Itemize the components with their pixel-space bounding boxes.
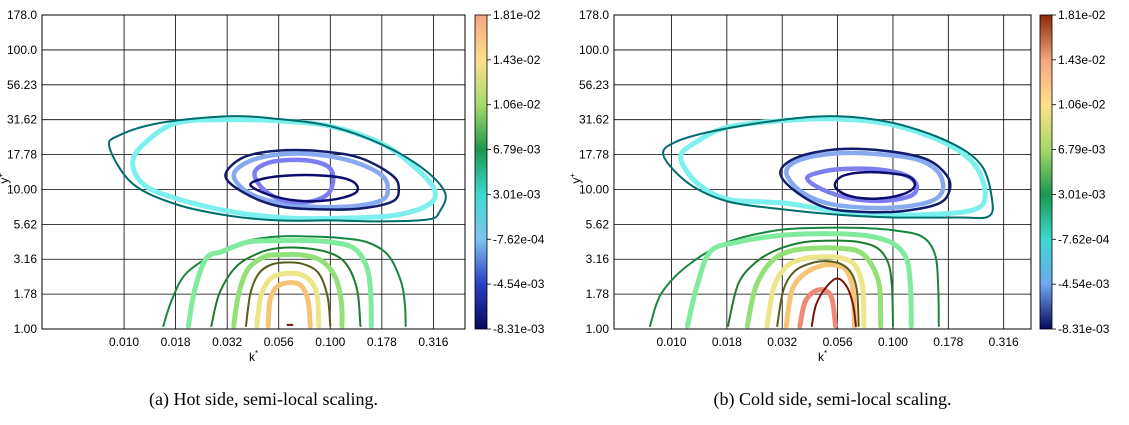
figure-caption: (b) Cold side, semi-local scaling. xyxy=(714,389,952,410)
contour-line-4 xyxy=(224,148,401,211)
y-tick-label: 17.78 xyxy=(579,148,609,162)
contour-line-1 xyxy=(130,117,438,222)
x-tick-label: 0.100 xyxy=(315,335,345,349)
contour-group xyxy=(107,115,447,329)
y-tick-label: 31.62 xyxy=(7,113,37,127)
plot-border xyxy=(613,14,1032,330)
y-tick-label: 100.0 xyxy=(7,43,37,57)
y-tick-label: 100.0 xyxy=(579,43,609,57)
contour-line-2 xyxy=(107,115,447,223)
colorbar-label: 1.43e-02 xyxy=(493,53,541,67)
x-tick-label: 0.010 xyxy=(656,335,686,349)
colorbar xyxy=(1039,14,1053,330)
x-tick-label: 0.100 xyxy=(878,335,908,349)
y-tick-label: 1.78 xyxy=(14,287,38,301)
contour-line-8 xyxy=(684,231,914,329)
contour-line-6 xyxy=(249,173,360,203)
contour-line-11 xyxy=(764,254,867,329)
colorbar-label: 1.81e-02 xyxy=(1058,8,1106,22)
y-tick-label: 31.62 xyxy=(579,113,609,127)
x-tick-label: 0.032 xyxy=(212,335,242,349)
contour-group xyxy=(649,115,994,329)
x-axis-label: k* xyxy=(818,349,827,364)
colorbar-label: 3.01e-03 xyxy=(1058,187,1106,201)
y-axis-label: y+ xyxy=(0,173,11,184)
colorbar-label: 3.01e-03 xyxy=(493,187,541,201)
contour-line-6 xyxy=(833,170,917,200)
colorbar-label: 6.79e-03 xyxy=(1058,143,1106,157)
contour-line-15 xyxy=(810,277,857,327)
y-tick-label: 1.78 xyxy=(586,287,610,301)
contour-line-8 xyxy=(185,237,374,329)
contour-line-9 xyxy=(727,239,894,327)
y-tick-label: 3.16 xyxy=(14,252,38,266)
colorbar-label: 1.06e-02 xyxy=(1058,98,1106,112)
y-tick-label: 5.62 xyxy=(586,217,610,231)
x-tick-label: 0.010 xyxy=(109,335,139,349)
x-tick-label: 0.018 xyxy=(161,335,191,349)
colorbar-label: -8.31e-03 xyxy=(1058,322,1110,336)
y-tick-label: 56.23 xyxy=(7,78,37,92)
colorbar-label: -8.31e-03 xyxy=(493,322,545,336)
x-tick-label: 0.056 xyxy=(823,335,853,349)
contour-line-14 xyxy=(797,287,838,329)
x-tick-label: 0.178 xyxy=(933,335,963,349)
contour-line-10 xyxy=(231,251,345,329)
x-tick-label: 0.178 xyxy=(367,335,397,349)
contour-line-5 xyxy=(804,166,920,204)
colorbar-label: 1.06e-02 xyxy=(493,98,541,112)
contour-line-13 xyxy=(265,280,313,329)
y-tick-label: 17.78 xyxy=(7,148,37,162)
y-axis-label: y+ xyxy=(568,173,583,184)
y-tick-label: 5.62 xyxy=(14,217,38,231)
x-tick-label: 0.056 xyxy=(264,335,294,349)
colorbar xyxy=(474,14,488,330)
colorbar-label: -7.62e-04 xyxy=(493,232,545,246)
plot-border xyxy=(41,14,466,330)
chart-panel-1: 0.010 0.018 0.032 0.056 0.100 0.178 0.316 1.00 1… xyxy=(0,8,545,410)
colorbar-label: -4.54e-03 xyxy=(493,277,545,291)
x-tick-label: 0.018 xyxy=(712,335,742,349)
y-tick-label: 178.0 xyxy=(7,8,37,22)
contour-line-3 xyxy=(231,151,391,210)
contour-line-9 xyxy=(210,246,362,327)
contour-line-7 xyxy=(649,226,940,327)
contour-line-2 xyxy=(662,115,994,220)
contour-line-12 xyxy=(783,262,857,329)
x-tick-label: 0.316 xyxy=(418,335,448,349)
colorbar-label: 6.79e-03 xyxy=(493,143,541,157)
chart-panel-2: 0.010 0.018 0.032 0.056 0.100 0.178 0.316 1.00 1… xyxy=(568,8,1110,410)
x-axis-label: k* xyxy=(249,349,258,364)
contour-line-4 xyxy=(779,147,952,214)
contour-line-13 xyxy=(776,260,860,327)
y-tick-label: 1.00 xyxy=(14,322,38,336)
figure-caption: (a) Hot side, semi-local scaling. xyxy=(149,389,378,410)
contour-line-11 xyxy=(245,261,332,327)
colorbar-label: -4.54e-03 xyxy=(1058,277,1110,291)
y-tick-label: 1.00 xyxy=(586,322,610,336)
contour-line-3 xyxy=(784,150,946,211)
contour-line-7 xyxy=(162,235,407,327)
colorbar-label: -7.62e-04 xyxy=(1058,232,1110,246)
x-tick-label: 0.032 xyxy=(767,335,797,349)
y-tick-label: 10.00 xyxy=(579,182,609,196)
y-tick-label: 3.16 xyxy=(586,252,610,266)
contour-line-12 xyxy=(254,270,322,329)
x-tick-label: 0.316 xyxy=(989,335,1019,349)
y-tick-label: 10.00 xyxy=(7,182,37,196)
y-tick-label: 178.0 xyxy=(579,8,609,22)
y-tick-label: 56.23 xyxy=(579,78,609,92)
colorbar-label: 1.81e-02 xyxy=(493,8,541,22)
colorbar-label: 1.43e-02 xyxy=(1058,53,1106,67)
contour-line-10 xyxy=(744,245,884,329)
